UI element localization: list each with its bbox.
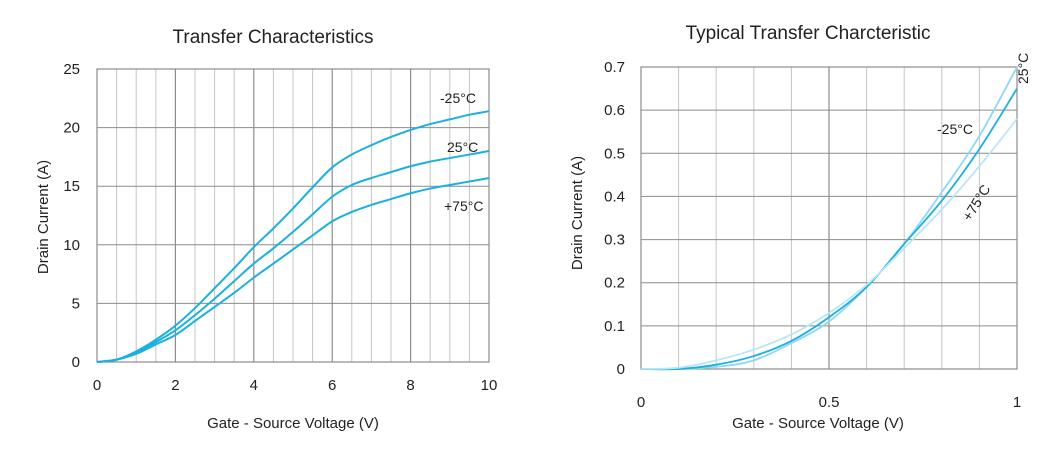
- typical-transfer-chart: Typical Transfer Charcteristic 0 0.5 1 0 0.1…: [569, 23, 1031, 432]
- series-label-minus25: -25°C: [440, 90, 476, 106]
- series-line-0: [96, 110, 490, 363]
- y-tick-label: 15: [63, 178, 80, 195]
- x-tick-label: 2: [171, 377, 179, 394]
- axes: [96, 68, 490, 363]
- series-line-2: [640, 118, 1018, 370]
- chart-title: Transfer Characteristics: [173, 27, 374, 48]
- y-tick-label: 0.5: [604, 145, 625, 162]
- x-tick-label: 0: [637, 394, 645, 411]
- x-axis-label: Gate - Source Voltage (V): [207, 415, 379, 432]
- y-tick-label: 0.6: [604, 102, 625, 119]
- x-tick-label: 8: [406, 377, 414, 394]
- x-tick-label: 6: [328, 377, 336, 394]
- x-tick-label: 0.5: [819, 394, 840, 411]
- series-line-1: [96, 150, 490, 363]
- y-tick-label: 0.3: [604, 232, 625, 249]
- series-label-plus75: +75°C: [959, 182, 993, 224]
- y-tick-label: 10: [63, 237, 80, 254]
- tick-labels: 0 0.5 1 0 0.1 0.2 0.3 0.4 0.5 0.6 0.7: [604, 59, 1021, 411]
- series-label-25: 25°C: [447, 139, 478, 155]
- series-label-25: 25°C: [1015, 53, 1031, 84]
- y-tick-label: 0: [72, 354, 80, 371]
- tick-labels: 0 2 4 6 8 10 0 5 10 15 20 25: [63, 61, 497, 394]
- x-tick-label: 1: [1013, 394, 1021, 411]
- y-axis-label: Drain Current (A): [35, 160, 52, 274]
- x-tick-label: 10: [481, 377, 498, 394]
- y-tick-label: 0.4: [604, 188, 625, 205]
- series-line-2: [96, 177, 490, 363]
- series-line-0: [640, 66, 1018, 371]
- y-tick-label: 0.2: [604, 275, 625, 292]
- grid: [641, 67, 1017, 369]
- y-tick-label: 5: [72, 295, 80, 312]
- y-tick-label: 0.7: [604, 59, 625, 76]
- series-label-minus25: -25°C: [937, 121, 973, 137]
- plot-frame: [640, 66, 1018, 370]
- transfer-characteristics-chart: Transfer Characteristics 0 2 4 6 8 10 0 5 10 15 20…: [35, 27, 497, 432]
- y-tick-label: 0.1: [604, 318, 625, 335]
- plot-frame: [96, 68, 490, 363]
- y-tick-label: 20: [63, 120, 80, 137]
- series-line-1: [640, 88, 1018, 371]
- grid: [97, 69, 489, 362]
- y-tick-label: 25: [63, 61, 80, 78]
- y-tick-label: 0: [617, 361, 625, 378]
- axes: [640, 66, 1018, 370]
- series-label-plus75: +75°C: [444, 198, 483, 214]
- series-lines: [96, 110, 490, 363]
- y-axis-label: Drain Current (A): [569, 156, 586, 270]
- x-tick-label: 0: [93, 377, 101, 394]
- series-lines: [640, 66, 1018, 371]
- x-axis-label: Gate - Source Voltage (V): [732, 415, 904, 432]
- chart-title: Typical Transfer Charcteristic: [686, 23, 931, 44]
- x-tick-label: 4: [250, 377, 258, 394]
